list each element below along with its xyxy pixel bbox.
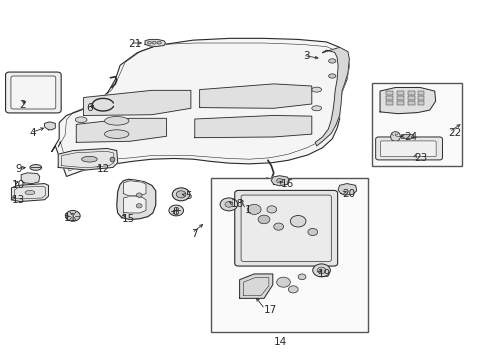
- Circle shape: [276, 179, 282, 183]
- FancyBboxPatch shape: [241, 195, 330, 261]
- Text: 10: 10: [11, 180, 24, 190]
- Bar: [396, 96, 403, 100]
- Text: 14: 14: [273, 337, 286, 347]
- Circle shape: [307, 228, 317, 235]
- Circle shape: [176, 191, 185, 198]
- Text: 19: 19: [317, 269, 330, 279]
- Circle shape: [136, 204, 142, 208]
- Circle shape: [290, 216, 305, 227]
- Polygon shape: [76, 118, 166, 142]
- Bar: [386, 101, 392, 105]
- Polygon shape: [271, 176, 289, 186]
- Bar: [386, 96, 392, 100]
- Text: 18: 18: [230, 199, 244, 210]
- Text: 8: 8: [172, 207, 179, 217]
- Bar: [400, 134, 412, 138]
- Polygon shape: [199, 84, 311, 108]
- Bar: [211, 178, 367, 332]
- FancyBboxPatch shape: [380, 141, 435, 157]
- Polygon shape: [11, 184, 48, 202]
- Circle shape: [168, 205, 183, 216]
- Circle shape: [136, 193, 142, 197]
- Circle shape: [276, 277, 290, 287]
- Text: 23: 23: [413, 153, 427, 163]
- Circle shape: [220, 198, 237, 211]
- Polygon shape: [52, 39, 348, 176]
- Text: 3: 3: [303, 51, 309, 61]
- Polygon shape: [379, 87, 435, 114]
- Polygon shape: [337, 184, 356, 195]
- Text: 20: 20: [341, 189, 354, 199]
- Ellipse shape: [104, 130, 129, 138]
- Circle shape: [317, 267, 325, 274]
- Circle shape: [224, 202, 232, 207]
- Polygon shape: [58, 148, 118, 170]
- Polygon shape: [194, 116, 311, 138]
- Ellipse shape: [75, 117, 87, 123]
- Text: 2: 2: [19, 100, 26, 110]
- Ellipse shape: [30, 165, 41, 170]
- Ellipse shape: [25, 190, 35, 195]
- Ellipse shape: [104, 117, 129, 125]
- Text: 22: 22: [447, 129, 461, 138]
- Circle shape: [273, 223, 283, 230]
- Text: 4: 4: [29, 129, 36, 138]
- Circle shape: [147, 41, 151, 44]
- Polygon shape: [83, 90, 190, 116]
- Polygon shape: [239, 274, 272, 298]
- Text: 16: 16: [281, 179, 294, 189]
- Ellipse shape: [311, 106, 321, 111]
- Text: 24: 24: [404, 132, 417, 142]
- Text: 5: 5: [184, 191, 191, 201]
- Text: 1: 1: [244, 206, 251, 216]
- Ellipse shape: [81, 156, 97, 162]
- Text: 17: 17: [264, 305, 277, 315]
- Bar: [417, 101, 424, 105]
- Polygon shape: [21, 173, 40, 184]
- FancyBboxPatch shape: [375, 137, 442, 160]
- Circle shape: [258, 215, 269, 224]
- Circle shape: [152, 41, 156, 44]
- Text: 13: 13: [11, 195, 24, 206]
- FancyBboxPatch shape: [234, 190, 337, 266]
- Ellipse shape: [328, 59, 335, 63]
- Bar: [371, 83, 462, 166]
- FancyBboxPatch shape: [5, 72, 61, 113]
- Circle shape: [157, 41, 161, 44]
- Bar: [407, 91, 414, 95]
- Text: 11: 11: [64, 213, 77, 223]
- Text: 6: 6: [86, 103, 92, 113]
- Circle shape: [312, 264, 330, 277]
- Circle shape: [65, 211, 80, 221]
- Bar: [407, 101, 414, 105]
- Ellipse shape: [311, 87, 321, 92]
- Circle shape: [266, 206, 276, 213]
- Text: 12: 12: [97, 164, 110, 174]
- Bar: [417, 91, 424, 95]
- Polygon shape: [123, 196, 146, 213]
- Bar: [417, 96, 424, 100]
- Circle shape: [288, 286, 298, 293]
- Polygon shape: [117, 179, 156, 220]
- Polygon shape: [44, 122, 55, 130]
- Polygon shape: [315, 47, 348, 146]
- Text: 9: 9: [15, 164, 22, 174]
- Polygon shape: [123, 181, 146, 196]
- Bar: [396, 101, 403, 105]
- Bar: [386, 91, 392, 95]
- FancyBboxPatch shape: [11, 76, 56, 109]
- Circle shape: [247, 204, 261, 215]
- Text: 21: 21: [128, 39, 142, 49]
- Circle shape: [172, 188, 189, 201]
- Ellipse shape: [328, 74, 335, 78]
- Text: 15: 15: [122, 215, 135, 224]
- Text: 7: 7: [190, 229, 197, 239]
- Bar: [407, 96, 414, 100]
- Bar: [396, 91, 403, 95]
- Polygon shape: [145, 40, 165, 46]
- Circle shape: [298, 274, 305, 280]
